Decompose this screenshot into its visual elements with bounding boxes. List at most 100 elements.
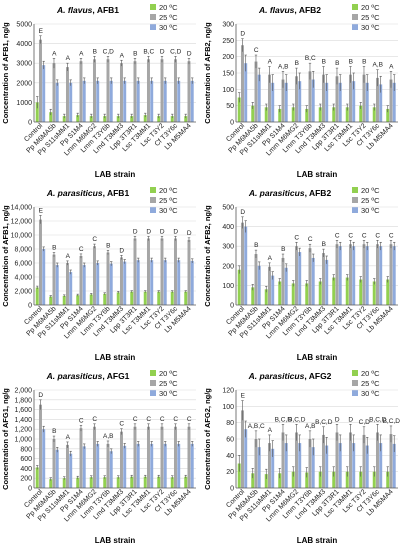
bar [332,107,336,122]
bar [103,477,107,488]
y-tick-label: 300 [222,244,234,251]
significance-label: C [308,236,313,243]
significance-label: C [335,232,340,239]
bar [62,478,66,488]
bar [240,222,244,305]
significance-label: A,B [278,63,288,70]
significance-label: B [362,58,366,65]
title-species: A. flavus [258,5,295,15]
bar [187,239,191,305]
y-tick-label: 4000 [16,41,32,48]
bar [143,476,147,488]
significance-label: D [38,392,43,399]
bar [143,291,147,305]
legend-label: 20 ºC [159,3,178,12]
bar [291,471,295,488]
y-axis-label: Concentration of AFG2, ng/g [203,388,212,490]
bar [318,107,322,122]
y-tick-label: 3000 [16,61,32,68]
y-tick-label: 2000 [16,80,32,87]
significance-label: D [187,230,192,237]
bar [116,477,120,488]
bar [184,116,188,122]
title-species: A. parasiticus [46,188,103,198]
significance-label: C [92,236,97,243]
bar [278,108,282,122]
bar [65,67,69,122]
y-tick-label: 200 [222,263,234,270]
y-tick-label: 10,000 [11,233,33,240]
legend-label: 20 ºC [159,186,178,195]
y-tick-label: 5000 [16,22,32,29]
bar [264,474,268,488]
bar [244,63,248,122]
significance-label: D [348,416,353,423]
significance-label: C [119,421,124,428]
y-tick-label: 1,200 [14,427,32,434]
bar [109,80,113,122]
legend-swatch [150,380,156,386]
y-axis-label: Concentration of AFB2, ng/g [203,205,212,307]
bar [190,260,194,305]
y-tick-label: 2,000 [14,289,32,296]
y-tick-label: 12,000 [11,219,33,226]
y-tick-label: 100 [222,404,234,411]
bar [251,473,255,488]
y-tick-label: 14,000 [11,205,33,212]
significance-label: C [79,246,84,253]
bar [96,80,100,122]
bar [38,219,42,305]
significance-label: D [187,50,192,57]
bar [65,444,69,488]
y-tick-label: 1000 [16,100,32,107]
legend-label: 25 ºC [361,196,380,205]
bar [96,263,100,305]
significance-label: A [389,63,394,70]
bar [251,105,255,122]
legend-swatch [150,14,156,20]
bar [103,116,107,122]
bar [119,257,123,305]
legend-swatch [150,370,156,376]
y-tick-label: 200 [222,54,234,61]
bar [62,295,66,305]
bar [345,471,349,488]
bar [254,439,258,488]
chart-title: A. parasiticus, AFG1 [46,371,130,381]
bar [311,447,315,488]
significance-label: E [241,393,246,400]
significance-label: D [133,228,138,235]
bar [389,79,393,122]
bar [130,291,134,305]
significance-label: B,C,D [383,418,401,425]
bar [150,260,154,305]
bar [49,479,53,488]
bar [160,238,164,305]
y-tick-label: 200 [20,476,32,483]
significance-label: A [79,50,84,57]
significance-label: A,B [305,423,315,430]
legend-swatch [150,197,156,203]
bar [318,281,322,305]
significance-label: B [295,60,299,67]
bar [103,293,107,305]
bar [106,443,110,488]
bar [150,443,154,488]
significance-label: C [294,234,299,241]
legend-label: 20 ºC [159,369,178,378]
bar [365,82,369,122]
bar [55,449,59,488]
bar [96,443,100,488]
bar [157,476,161,488]
bar [106,59,110,122]
y-tick-label: 4,000 [14,275,32,282]
bar [69,272,73,305]
legend-swatch [352,207,358,213]
significance-label: A,B [103,433,113,440]
y-tick-label: 40 [226,453,234,460]
bar [244,429,248,488]
bar [345,277,349,305]
y-tick-label: 0 [230,120,234,127]
